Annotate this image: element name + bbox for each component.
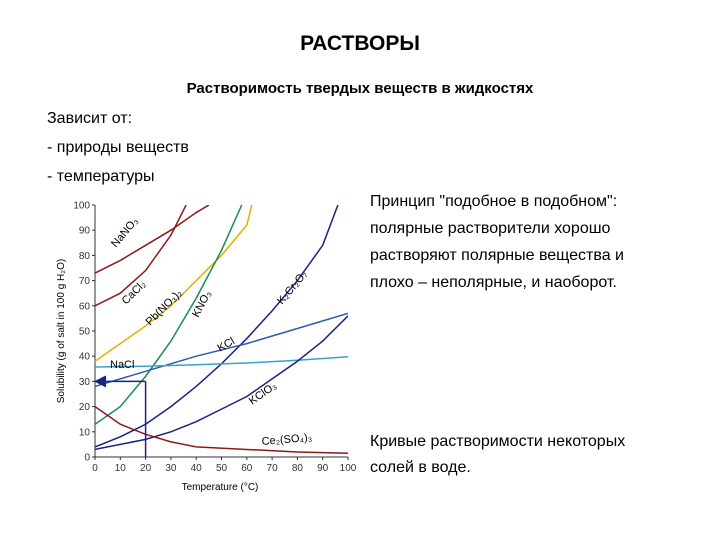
- y-axis-label: Solubility (g of salt in 100 g H₂O): [56, 259, 67, 404]
- x-tick-label: 80: [292, 463, 304, 474]
- left-line: - температуры: [47, 168, 155, 185]
- curve-label: NaCl: [110, 359, 134, 371]
- x-tick-label: 10: [115, 463, 127, 474]
- left-line: - природы веществ: [47, 139, 189, 156]
- y-tick-label: 100: [73, 201, 90, 212]
- y-tick-label: 30: [79, 377, 91, 388]
- curve-label: K₂Cr₂O₇: [275, 269, 310, 307]
- solubility-curve: [95, 205, 187, 307]
- x-tick-label: 70: [267, 463, 279, 474]
- y-tick-label: 80: [79, 251, 91, 262]
- x-tick-label: 0: [92, 463, 98, 474]
- x-tick-label: 30: [165, 463, 177, 474]
- curve-label: NaNO₃: [109, 215, 141, 250]
- y-tick-label: 40: [79, 352, 91, 363]
- right-line: Принцип "подобное в подобном":: [370, 193, 617, 210]
- slide-title: РАСТВОРЫ: [300, 32, 420, 55]
- y-tick-label: 70: [79, 276, 91, 287]
- right-line: растворяют полярные вещества и: [370, 247, 624, 264]
- right-line: плохо – неполярные, и наоборот.: [370, 274, 617, 291]
- solubility-curve: [95, 315, 348, 451]
- y-tick-label: 10: [79, 427, 91, 438]
- curve-label: KNO₃: [190, 289, 214, 320]
- x-tick-label: 100: [340, 463, 357, 474]
- x-tick-label: 40: [191, 463, 203, 474]
- solubility-curve: [95, 205, 253, 362]
- solubility-curve: [95, 312, 348, 388]
- solubility-curve: [95, 205, 243, 425]
- x-tick-label: 90: [317, 463, 329, 474]
- left-line: Зависит от:: [47, 110, 132, 127]
- x-tick-label: 60: [241, 463, 253, 474]
- solubility-curve: [95, 355, 348, 368]
- solubility-curve: [95, 405, 348, 454]
- curve-label: CaCl₂: [120, 278, 149, 307]
- caption-line: Кривые растворимости некоторых: [370, 433, 625, 450]
- curve-label: Pb(NO₃)₂: [144, 287, 185, 328]
- solubility-curve: [95, 205, 339, 448]
- x-tick-label: 50: [216, 463, 228, 474]
- solubility-curve: [95, 205, 210, 274]
- curve-label: KClO₃: [247, 380, 279, 407]
- slide-subtitle: Растворимость твердых веществ в жидкостя…: [187, 80, 534, 97]
- caption-line: солей в воде.: [370, 459, 471, 476]
- y-tick-label: 60: [79, 301, 91, 312]
- right-line: полярные растворители хорошо: [370, 220, 611, 237]
- y-tick-label: 90: [79, 226, 91, 237]
- y-tick-label: 0: [84, 453, 90, 464]
- x-axis-label: Temperature (°C): [182, 482, 259, 493]
- y-tick-label: 50: [79, 327, 91, 338]
- x-tick-label: 20: [140, 463, 152, 474]
- y-tick-label: 20: [79, 402, 91, 413]
- curve-label: Ce₂(SO₄)₃: [261, 432, 312, 448]
